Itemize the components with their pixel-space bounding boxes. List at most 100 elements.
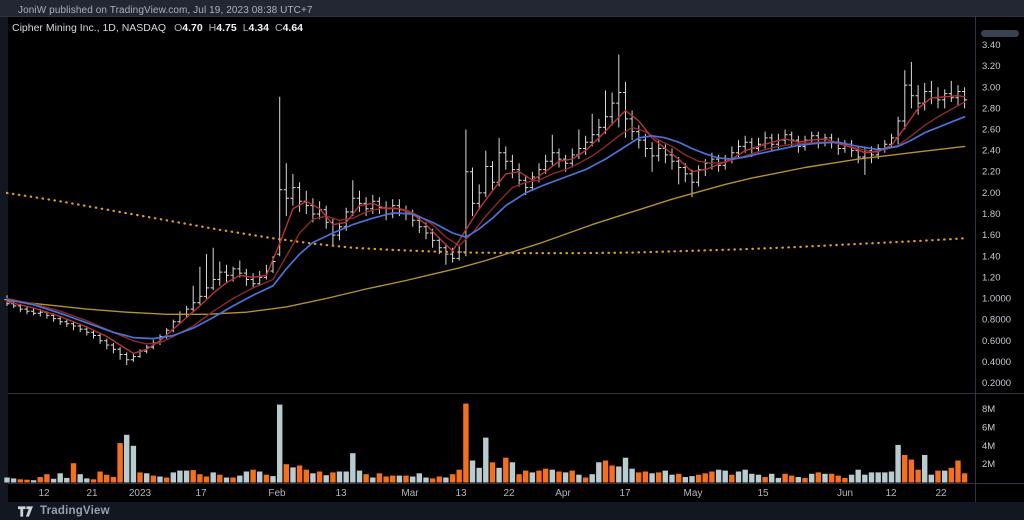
volume-bar [942, 470, 948, 483]
volume-tick-label: 2M [982, 459, 995, 470]
volume-bar [177, 470, 183, 483]
ohlc-bar [250, 273, 256, 288]
volume-bar [24, 479, 30, 483]
volume-bar [529, 472, 535, 483]
indicator-lines [5, 95, 966, 355]
ohlc-bar [469, 167, 476, 217]
ohlc-bar [203, 254, 210, 299]
volume-bar [842, 477, 848, 483]
brand-bar: TradingView [0, 502, 1024, 520]
ohlc-bar [503, 146, 509, 170]
volume-bar [376, 473, 383, 483]
volume-bar [682, 477, 688, 483]
volume-bar [662, 470, 668, 483]
time-tick-label: 13 [335, 488, 347, 499]
brand-label[interactable]: TradingView [40, 505, 110, 517]
volume-bar [383, 476, 389, 483]
time-tick-label: Mar [401, 488, 419, 499]
volume-bar [955, 460, 961, 483]
volume-bar [350, 453, 356, 483]
ma-line-ema-red-slow [6, 101, 966, 345]
time-tick-label: Feb [268, 488, 286, 499]
volume-bar [243, 471, 250, 483]
volume-bar [170, 472, 176, 483]
volume-bar [523, 470, 529, 483]
volume-bar [50, 478, 57, 483]
volume-bar [715, 469, 722, 483]
price-tick-label: 0.4000 [982, 357, 1011, 368]
volume-bar [463, 403, 469, 483]
ohlc-bar [569, 148, 575, 168]
price-tick-label: 2.80 [982, 103, 1001, 114]
volume-bar [915, 469, 921, 483]
price-tick-label: 1.80 [982, 209, 1001, 220]
volume-bar [90, 479, 97, 483]
volume-bar [882, 472, 888, 483]
tradingview-logo-icon[interactable] [18, 505, 33, 517]
volume-bar [277, 404, 283, 483]
volume-bar [503, 457, 509, 483]
symbol-title[interactable]: Cipher Mining Inc., 1D, NASDAQ [12, 22, 167, 34]
time-tick-label: 22 [935, 488, 947, 499]
price-tick-label: 2.20 [982, 167, 1001, 178]
volume-bar [609, 465, 615, 483]
volume-bar [469, 460, 476, 483]
ohlc-bar [962, 87, 968, 109]
price-axis[interactable]: 3.40 3.20 3.00 2.80 2.60 2.40 2.20 2.00 1.80 1.60… [982, 40, 1011, 389]
volume-bar [695, 474, 702, 483]
ohlc-bar [97, 333, 103, 344]
volume-bar [556, 471, 562, 483]
time-axis[interactable]: 12 21 2023 17 Feb 13 Mar 13 22 Apr 17 May 15 Jun 12 22 [38, 488, 947, 499]
volume-bar [868, 472, 875, 483]
volume-bar [902, 455, 908, 483]
volume-bar [64, 477, 70, 483]
volume-bar [429, 478, 436, 483]
volume-bar [483, 437, 489, 483]
volume-bar [961, 473, 968, 483]
high-label: H [208, 22, 217, 34]
ohlc-bar [84, 327, 90, 336]
volume-pane [4, 403, 968, 483]
volume-bar [310, 473, 316, 483]
volume-bar [70, 463, 77, 483]
ma-line-ema-blue [6, 115, 966, 340]
ohlc-bar [948, 80, 954, 102]
ohlc-bar [556, 148, 562, 168]
volume-bar [709, 471, 715, 483]
price-tick-label: 2.40 [982, 146, 1001, 157]
volume-bar [689, 476, 695, 483]
volume-bar [895, 444, 901, 483]
volume-bar [742, 469, 748, 483]
price-axis-scroll-handle[interactable] [981, 30, 1019, 37]
volume-bar [922, 455, 928, 483]
ohlc-bar [57, 316, 63, 325]
ohlc-bar [443, 243, 449, 265]
price-tick-label: 2.60 [982, 125, 1001, 136]
ohlc-bar [476, 184, 482, 210]
volume-bar [669, 474, 675, 483]
price-tick-label: 0.2000 [982, 378, 1011, 389]
volume-bar [30, 480, 37, 483]
ohlc-bar [24, 306, 30, 315]
ma-line-long-term-ma-dotted [5, 191, 966, 255]
volume-bar [250, 469, 256, 483]
ohlc-bar [549, 134, 555, 166]
volume-bar [476, 467, 482, 483]
publish-bar: JoniW published on TradingView.com, Jul … [0, 0, 1024, 17]
volume-bar [263, 474, 270, 483]
volume-bar [84, 478, 90, 483]
volume-bar [562, 472, 569, 483]
volume-axis[interactable]: 8M 6M 4M 2M [982, 404, 995, 470]
ohlc-bar [908, 61, 914, 109]
volume-bar [848, 474, 855, 483]
volume-bar [629, 468, 635, 483]
volume-bar [270, 476, 276, 483]
time-tick-label: 17 [195, 488, 207, 499]
time-tick-label: 2023 [129, 488, 152, 499]
volume-bar [257, 471, 263, 483]
volume-bar [363, 474, 369, 483]
volume-bar [908, 459, 915, 483]
close-label: C [274, 22, 283, 34]
volume-bar [449, 474, 456, 483]
ohlc-bar [543, 154, 549, 174]
